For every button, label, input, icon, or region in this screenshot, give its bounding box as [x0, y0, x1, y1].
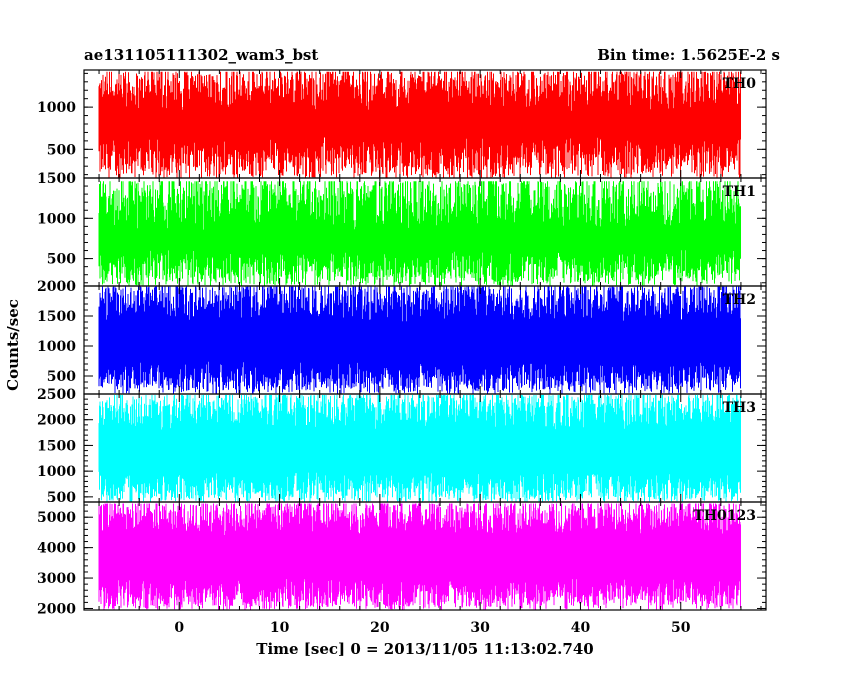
plot-title-left: ae131105111302_wam3_bst	[84, 46, 318, 64]
panels-group: 500 1000 TH0 500 1000 1500 TH1 500 1000 1500 2000 T…	[37, 69, 767, 617]
series-th0123-label: TH0123	[693, 508, 756, 524]
series-th3-line	[98, 395, 741, 502]
panel-th0123: 2000 3000 4000 5000 TH0123	[37, 501, 767, 617]
y-tick-label: 500	[47, 369, 76, 385]
x-tick-label: 40	[571, 620, 591, 636]
y-tick-label: 1000	[37, 100, 76, 116]
x-tick-label: 30	[470, 620, 490, 636]
series-th2-line	[98, 286, 741, 394]
series-th0-label: TH0	[723, 76, 757, 92]
y-tick-label: 1500	[37, 171, 76, 187]
y-tick-label: 1000	[37, 211, 76, 227]
x-axis: 0 10 20 30 40 50	[174, 620, 690, 636]
y-tick-label: 2500	[37, 387, 76, 403]
y-tick-label: 2000	[37, 279, 76, 295]
plot-title-right: Bin time: 1.5625E-2 s	[597, 46, 780, 64]
y-tick-label: 3000	[37, 571, 76, 587]
y-tick-label: 500	[47, 252, 76, 268]
y-tick-label: 2000	[37, 601, 76, 617]
y-tick-label: 4000	[37, 541, 76, 557]
panel-th2: 500 1000 1500 2000 TH2	[37, 279, 767, 395]
x-tick-label: 10	[270, 620, 290, 636]
panel-th3: 500 1000 1500 2000 2500 TH3	[37, 387, 767, 506]
y-tick-label: 2000	[37, 413, 76, 429]
panel-th1: 500 1000 1500 TH1	[37, 171, 767, 287]
y-tick-label: 500	[47, 490, 76, 506]
x-tick-label: 20	[370, 620, 390, 636]
panel-frame	[83, 501, 767, 611]
y-tick-label: 5000	[37, 510, 76, 526]
series-th0-line	[98, 71, 741, 178]
series-th1-label: TH1	[723, 184, 756, 200]
y-tick-label: 1500	[37, 438, 76, 454]
y-tick-label: 1000	[37, 464, 76, 480]
y-tick-label: 1000	[37, 339, 76, 355]
x-axis-label: Time [sec] 0 = 2013/11/05 11:13:02.740	[256, 640, 593, 658]
panel-th0: 500 1000 TH0	[37, 69, 767, 179]
y-tick-label: 500	[47, 142, 76, 158]
series-th3-label: TH3	[723, 400, 756, 416]
x-tick-label: 50	[671, 620, 691, 636]
x-tick-label: 0	[174, 620, 184, 636]
series-th0123-line	[98, 503, 741, 610]
series-th2-label: TH2	[723, 292, 756, 308]
y-tick-label: 1500	[37, 309, 76, 325]
series-th1-line	[98, 181, 741, 286]
y-axis-label: Counts/sec	[4, 299, 22, 391]
